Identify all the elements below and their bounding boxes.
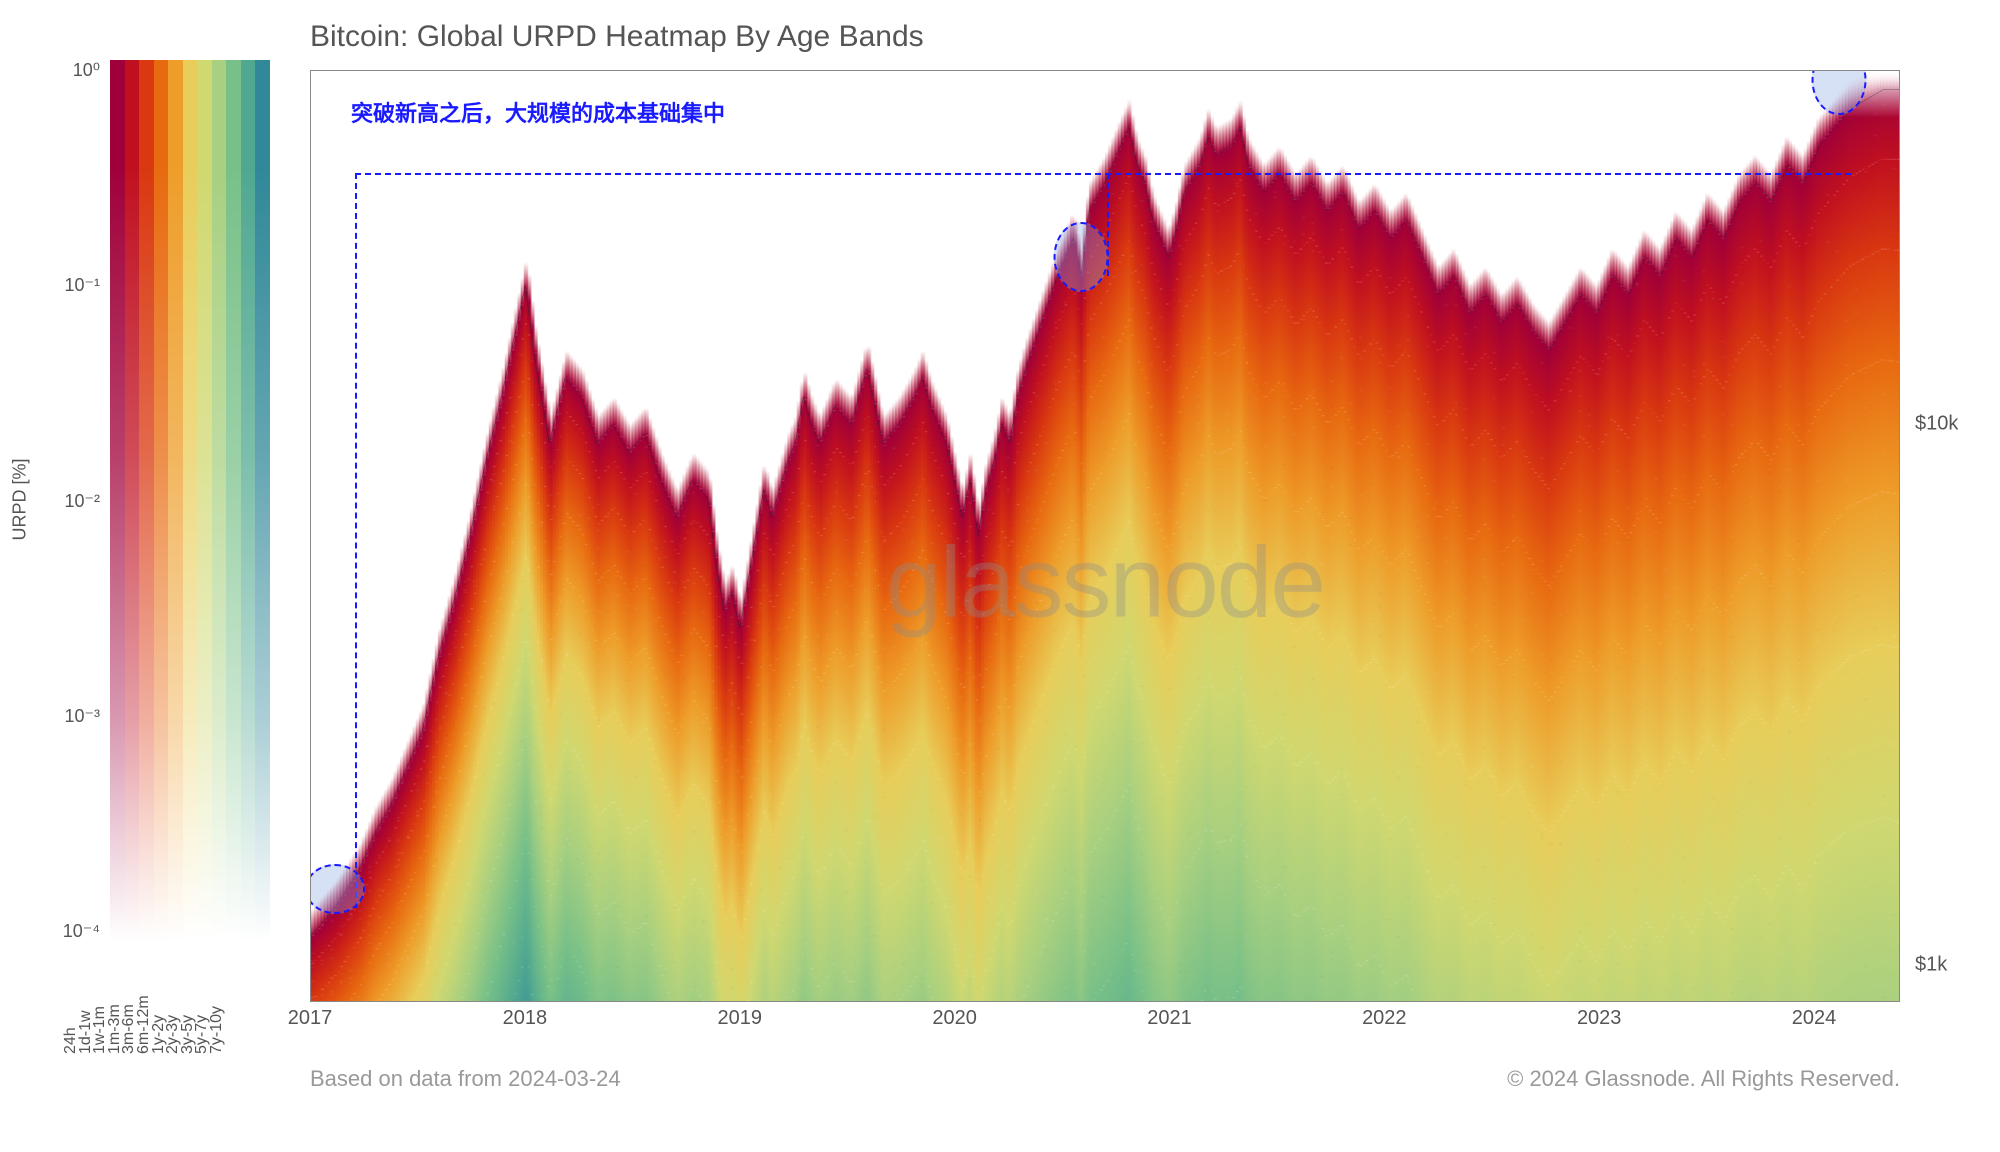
legend-gradient-column xyxy=(197,60,212,942)
x-tick: 2018 xyxy=(503,1007,548,1030)
chart-plot-area: glassnode 突破新高之后，大规模的成本基础集中 xyxy=(310,70,1900,1002)
legend-gradient-column xyxy=(168,60,183,942)
legend-y-axis: 10⁰ 10⁻¹ 10⁻² 10⁻³ 10⁻⁴ xyxy=(60,60,100,942)
annotation-text: 突破新高之后，大规模的成本基础集中 xyxy=(351,96,725,128)
legend-gradient-column xyxy=(212,60,227,942)
legend-panel: URPD [%] 10⁰10⁻¹10⁻²10⁻³10⁻⁴ 24h1d-1w1w-… xyxy=(30,20,280,1122)
legend-gradient xyxy=(110,60,270,942)
legend-y-tick: 10⁻⁴ xyxy=(60,921,100,942)
x-tick: 2021 xyxy=(1147,1007,1192,1030)
legend-y-title: URPD [%] xyxy=(10,458,31,540)
x-tick: 2017 xyxy=(288,1007,333,1030)
legend-gradient-column xyxy=(139,60,154,942)
legend-gradient-column xyxy=(255,60,270,942)
chart-x-axis: 20172018201920202021202220232024 xyxy=(310,1007,1900,1037)
legend-y-tick: 10⁻³ xyxy=(60,706,100,727)
legend-y-tick: 10⁻¹ xyxy=(60,275,100,296)
annotation-dashed-line xyxy=(355,173,1851,175)
y-tick: $1k xyxy=(1915,953,1947,976)
legend-y-tick: 10⁻² xyxy=(60,491,100,512)
x-tick: 2020 xyxy=(932,1007,977,1030)
legend-gradient-column xyxy=(125,60,140,942)
chart-container: URPD [%] 10⁰ 10⁻¹ 10⁻² 10⁻³ 10⁻⁴ 24h1d-1w1w-… xyxy=(0,0,2000,1152)
legend-gradient-column xyxy=(226,60,241,942)
legend-gradient-column xyxy=(241,60,256,942)
legend-x-tick: 7y-10y xyxy=(208,1040,318,1054)
x-tick: 2024 xyxy=(1792,1007,1837,1030)
legend-y-tick: 10⁰ xyxy=(60,60,100,81)
annotation-dashed-vline xyxy=(355,173,357,908)
chart-panel: Bitcoin: Global URPD Heatmap By Age Band… xyxy=(310,20,1970,1122)
x-tick: 2019 xyxy=(717,1007,762,1030)
legend-gradient-column xyxy=(110,60,125,942)
x-tick: 2022 xyxy=(1362,1007,1407,1030)
x-tick: 2023 xyxy=(1577,1007,1622,1030)
y-tick: $10k xyxy=(1915,413,1958,436)
chart-y-axis-right: $1k $10k xyxy=(1910,70,1970,1002)
copyright-label: © 2024 Glassnode. All Rights Reserved. xyxy=(1507,1066,1900,1092)
chart-title: Bitcoin: Global URPD Heatmap By Age Band… xyxy=(310,20,1970,54)
legend-gradient-column xyxy=(154,60,169,942)
legend-x-labels: 24h1d-1w1w-1m1m-3m3m-6m6m-12m1y-2y2y-3y3… xyxy=(110,952,270,1062)
annotation-circle xyxy=(1054,222,1109,292)
legend-gradient-column xyxy=(183,60,198,942)
data-source-label: Based on data from 2024-03-24 xyxy=(310,1066,621,1092)
price-line xyxy=(311,71,1899,1001)
